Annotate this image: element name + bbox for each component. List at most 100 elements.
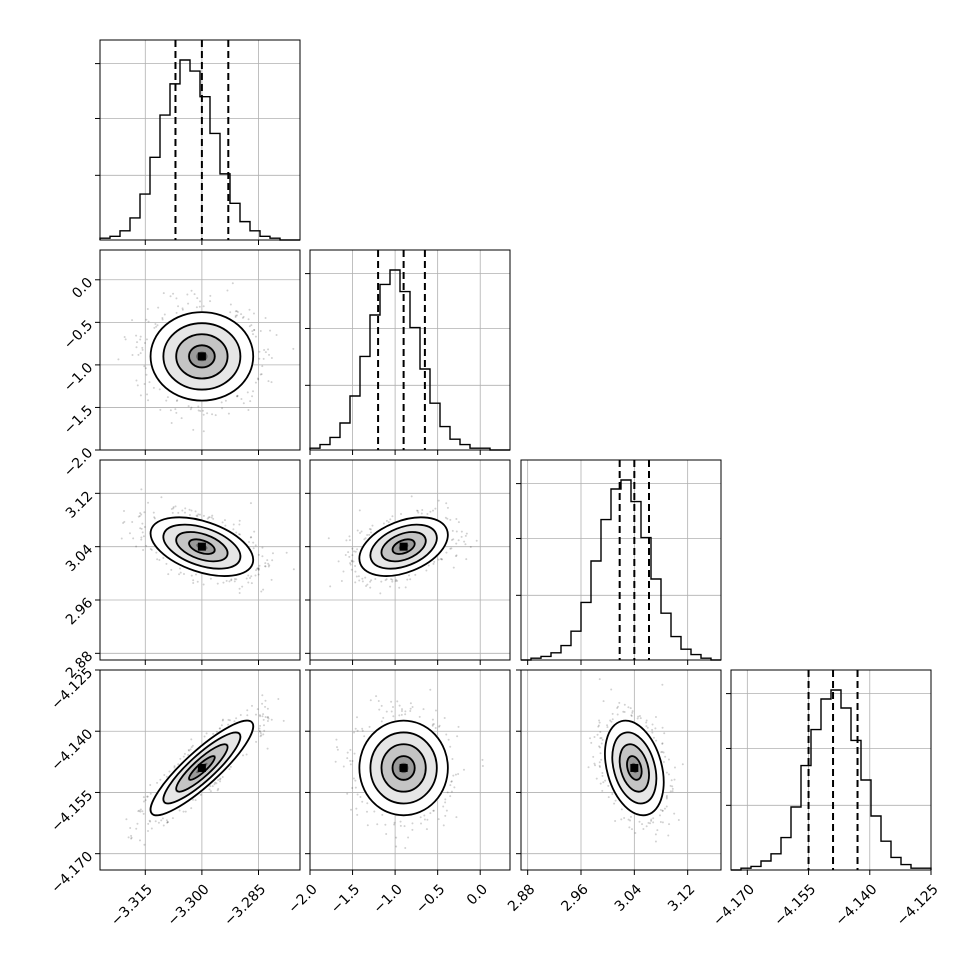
- scatter-point: [261, 365, 264, 368]
- scatter-point: [342, 570, 345, 573]
- panel-frame: [309, 459, 511, 661]
- scatter-point: [354, 779, 357, 782]
- scatter-point: [353, 752, 356, 755]
- scatter-point: [270, 718, 273, 721]
- scatter-point: [235, 310, 238, 313]
- scatter-point: [170, 568, 173, 571]
- scatter-point: [609, 719, 612, 722]
- scatter-point: [170, 421, 173, 424]
- scatter-point: [346, 757, 349, 760]
- scatter-point: [652, 821, 655, 824]
- scatter-point: [220, 401, 223, 404]
- scatter-point: [175, 311, 178, 314]
- scatter-point: [380, 720, 383, 723]
- scatter-point: [136, 822, 139, 825]
- scatter-point: [211, 413, 214, 416]
- histogram-step-line: [731, 689, 932, 871]
- scatter-point: [665, 797, 668, 800]
- scatter-point: [449, 795, 452, 798]
- scatter-point: [385, 578, 388, 581]
- scatter-panel-1-3: [305, 669, 511, 875]
- scatter-point: [193, 293, 196, 296]
- x-tick-label: 3.04: [612, 881, 645, 914]
- scatter-point: [598, 764, 601, 767]
- scatter-point: [611, 712, 614, 715]
- scatter-point: [235, 717, 238, 720]
- scatter-point: [262, 357, 265, 360]
- scatter-point: [257, 553, 260, 556]
- scatter-point: [353, 731, 356, 734]
- scatter-point: [668, 823, 671, 826]
- scatter-point: [421, 508, 424, 511]
- scatter-point: [150, 827, 153, 830]
- scatter-point: [258, 564, 261, 567]
- scatter-point: [384, 823, 387, 826]
- scatter-point: [215, 782, 218, 785]
- scatter-point: [469, 546, 472, 549]
- scatter-point: [600, 736, 603, 739]
- scatter-point: [175, 411, 178, 414]
- scatter-point: [190, 574, 193, 577]
- scatter-point: [252, 390, 255, 393]
- scatter-point: [153, 326, 156, 329]
- scatter-point: [245, 577, 248, 580]
- scatter-point: [250, 536, 253, 539]
- scatter-point: [434, 727, 437, 730]
- scatter-point: [209, 577, 212, 580]
- scatter-point: [673, 778, 676, 781]
- scatter-point: [432, 809, 435, 812]
- scatter-point: [248, 325, 251, 328]
- scatter-point: [393, 823, 396, 826]
- scatter-point: [236, 394, 239, 397]
- scatter-point: [350, 560, 353, 563]
- scatter-point: [149, 792, 152, 795]
- scatter-point: [140, 488, 143, 491]
- contour-line: [369, 731, 438, 805]
- scatter-point: [249, 502, 252, 505]
- scatter-point: [143, 383, 146, 386]
- scatter-point: [257, 573, 260, 576]
- scatter-point: [441, 558, 444, 561]
- scatter-point: [681, 763, 684, 766]
- scatter-point: [452, 566, 455, 569]
- scatter-point: [141, 346, 144, 349]
- scatter-point: [187, 753, 190, 756]
- histogram-step-line: [521, 479, 721, 661]
- scatter-point: [366, 583, 369, 586]
- scatter-point: [214, 781, 217, 784]
- scatter-point: [391, 578, 394, 581]
- scatter-point: [391, 580, 394, 583]
- contour-line: [358, 516, 449, 577]
- scatter-point: [673, 766, 676, 769]
- scatter-point: [235, 531, 238, 534]
- scatter-point: [240, 398, 243, 401]
- scatter-point: [140, 527, 143, 530]
- scatter-point: [141, 522, 144, 525]
- scatter-point: [252, 541, 255, 544]
- scatter-point: [451, 758, 454, 761]
- scatter-point: [442, 805, 445, 808]
- scatter-point: [606, 726, 609, 729]
- scatter-point: [376, 823, 379, 826]
- x-tick-label: 0.0: [464, 881, 491, 908]
- scatter-point: [481, 765, 484, 768]
- scatter-point: [377, 699, 380, 702]
- scatter-point: [202, 430, 205, 433]
- scatter-point: [148, 819, 151, 822]
- scatter-point: [199, 793, 202, 796]
- x-tick-label: −3.315: [108, 881, 156, 929]
- scatter-panel-0-2: [95, 459, 301, 665]
- scatter-point: [369, 580, 372, 583]
- scatter-point: [255, 569, 258, 572]
- scatter-point: [120, 537, 123, 540]
- scatter-point: [154, 323, 157, 326]
- scatter-point: [173, 765, 176, 768]
- scatter-point: [190, 746, 193, 749]
- scatter-point: [368, 725, 371, 728]
- scatter-point: [238, 591, 241, 594]
- scatter-point: [139, 338, 142, 341]
- scatter-point: [267, 562, 270, 565]
- scatter-point: [271, 552, 274, 555]
- scatter-point: [416, 509, 419, 512]
- scatter-point: [227, 718, 230, 721]
